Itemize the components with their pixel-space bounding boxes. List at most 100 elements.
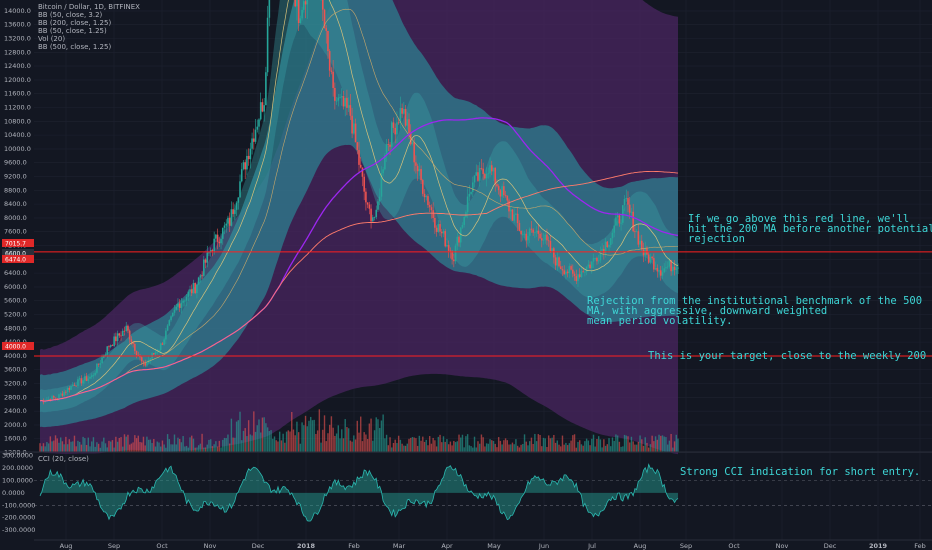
candle-body[interactable] <box>142 361 145 363</box>
candle-body[interactable] <box>403 108 405 114</box>
candle-body[interactable] <box>127 325 129 331</box>
candle-body[interactable] <box>306 0 309 5</box>
candle-body[interactable] <box>546 234 548 241</box>
candle-body[interactable] <box>492 167 495 172</box>
candle-body[interactable] <box>66 387 69 393</box>
candle-body[interactable] <box>63 391 65 396</box>
candle-body[interactable] <box>268 0 271 18</box>
candle-body[interactable] <box>266 17 269 73</box>
candle-body[interactable] <box>56 398 59 400</box>
candle-body[interactable] <box>642 249 645 256</box>
candle-body[interactable] <box>149 358 152 361</box>
candle-body[interactable] <box>458 236 460 243</box>
candle-body[interactable] <box>180 302 183 308</box>
candle-body[interactable] <box>532 229 534 233</box>
candle-body[interactable] <box>173 309 176 313</box>
candle-body[interactable] <box>249 148 252 160</box>
candle-body[interactable] <box>123 330 126 332</box>
candle-body[interactable] <box>603 248 605 254</box>
candle-body[interactable] <box>456 236 459 246</box>
candle-body[interactable] <box>508 200 510 212</box>
candle-body[interactable] <box>265 72 267 106</box>
candle-body[interactable] <box>365 191 367 203</box>
candle-body[interactable] <box>668 260 671 267</box>
candle-body[interactable] <box>203 259 205 276</box>
candle-body[interactable] <box>51 396 53 402</box>
candle-body[interactable] <box>489 165 491 174</box>
candle-body[interactable] <box>611 232 614 239</box>
candle-body[interactable] <box>478 168 481 181</box>
candle-body[interactable] <box>87 378 90 381</box>
candle-body[interactable] <box>551 248 553 252</box>
candle-body[interactable] <box>416 165 419 172</box>
candle-body[interactable] <box>135 350 138 355</box>
candle-body[interactable] <box>435 227 438 232</box>
candle-body[interactable] <box>301 9 303 19</box>
candle-body[interactable] <box>344 97 347 107</box>
candle-body[interactable] <box>434 217 436 228</box>
candle-body[interactable] <box>637 231 640 245</box>
candle-body[interactable] <box>156 351 159 353</box>
candle-body[interactable] <box>672 266 674 272</box>
candle-body[interactable] <box>601 248 603 251</box>
candle-body[interactable] <box>589 264 591 269</box>
candle-body[interactable] <box>96 363 98 373</box>
candle-body[interactable] <box>544 234 547 240</box>
candle-body[interactable] <box>154 352 157 355</box>
candle-body[interactable] <box>639 240 641 245</box>
candle-body[interactable] <box>303 1 305 10</box>
candle-body[interactable] <box>347 105 350 108</box>
candle-body[interactable] <box>242 162 245 170</box>
horizontal-levels[interactable] <box>34 251 932 357</box>
candle-body[interactable] <box>373 217 376 218</box>
candle-body[interactable] <box>399 108 402 123</box>
candle-body[interactable] <box>340 96 343 98</box>
candle-body[interactable] <box>659 270 662 276</box>
candle-body[interactable] <box>677 267 679 269</box>
candle-body[interactable] <box>554 257 557 266</box>
candle-body[interactable] <box>663 268 666 273</box>
candle-body[interactable] <box>140 357 143 362</box>
candle-body[interactable] <box>506 195 509 201</box>
candle-body[interactable] <box>480 168 483 169</box>
candle-body[interactable] <box>77 379 79 386</box>
candle-body[interactable] <box>654 268 657 270</box>
candle-body[interactable] <box>247 155 250 160</box>
candle-body[interactable] <box>103 356 105 358</box>
candle-body[interactable] <box>559 266 562 269</box>
candle-body[interactable] <box>397 122 400 124</box>
candle-body[interactable] <box>115 336 117 342</box>
candle-body[interactable] <box>392 122 395 128</box>
candle-body[interactable] <box>256 126 259 130</box>
candle-body[interactable] <box>159 343 162 350</box>
candle-body[interactable] <box>356 142 359 150</box>
candle-body[interactable] <box>182 300 184 303</box>
candle-body[interactable] <box>539 233 541 239</box>
candle-body[interactable] <box>454 245 457 262</box>
candle-body[interactable] <box>342 96 345 107</box>
candle-body[interactable] <box>237 197 240 203</box>
candle-body[interactable] <box>466 196 469 213</box>
candle-body[interactable] <box>411 142 414 145</box>
candle-body[interactable] <box>128 330 131 340</box>
candle-body[interactable] <box>401 108 403 114</box>
candle-body[interactable] <box>297 0 300 23</box>
candle-body[interactable] <box>371 217 374 222</box>
candle-body[interactable] <box>192 283 195 294</box>
candle-body[interactable] <box>106 346 109 355</box>
candle-body[interactable] <box>108 346 110 348</box>
candle-body[interactable] <box>330 70 333 72</box>
candle-body[interactable] <box>513 214 515 221</box>
candle-body[interactable] <box>68 387 71 390</box>
candle-body[interactable] <box>570 266 572 270</box>
candle-body[interactable] <box>232 209 234 214</box>
candle-body[interactable] <box>415 162 417 166</box>
candle-body[interactable] <box>358 149 360 165</box>
candle-body[interactable] <box>442 231 445 234</box>
candle-body[interactable] <box>65 391 67 393</box>
candle-body[interactable] <box>211 250 214 252</box>
candle-body[interactable] <box>146 362 148 366</box>
candle-body[interactable] <box>259 102 262 120</box>
candle-body[interactable] <box>175 306 178 310</box>
candle-body[interactable] <box>304 1 307 5</box>
